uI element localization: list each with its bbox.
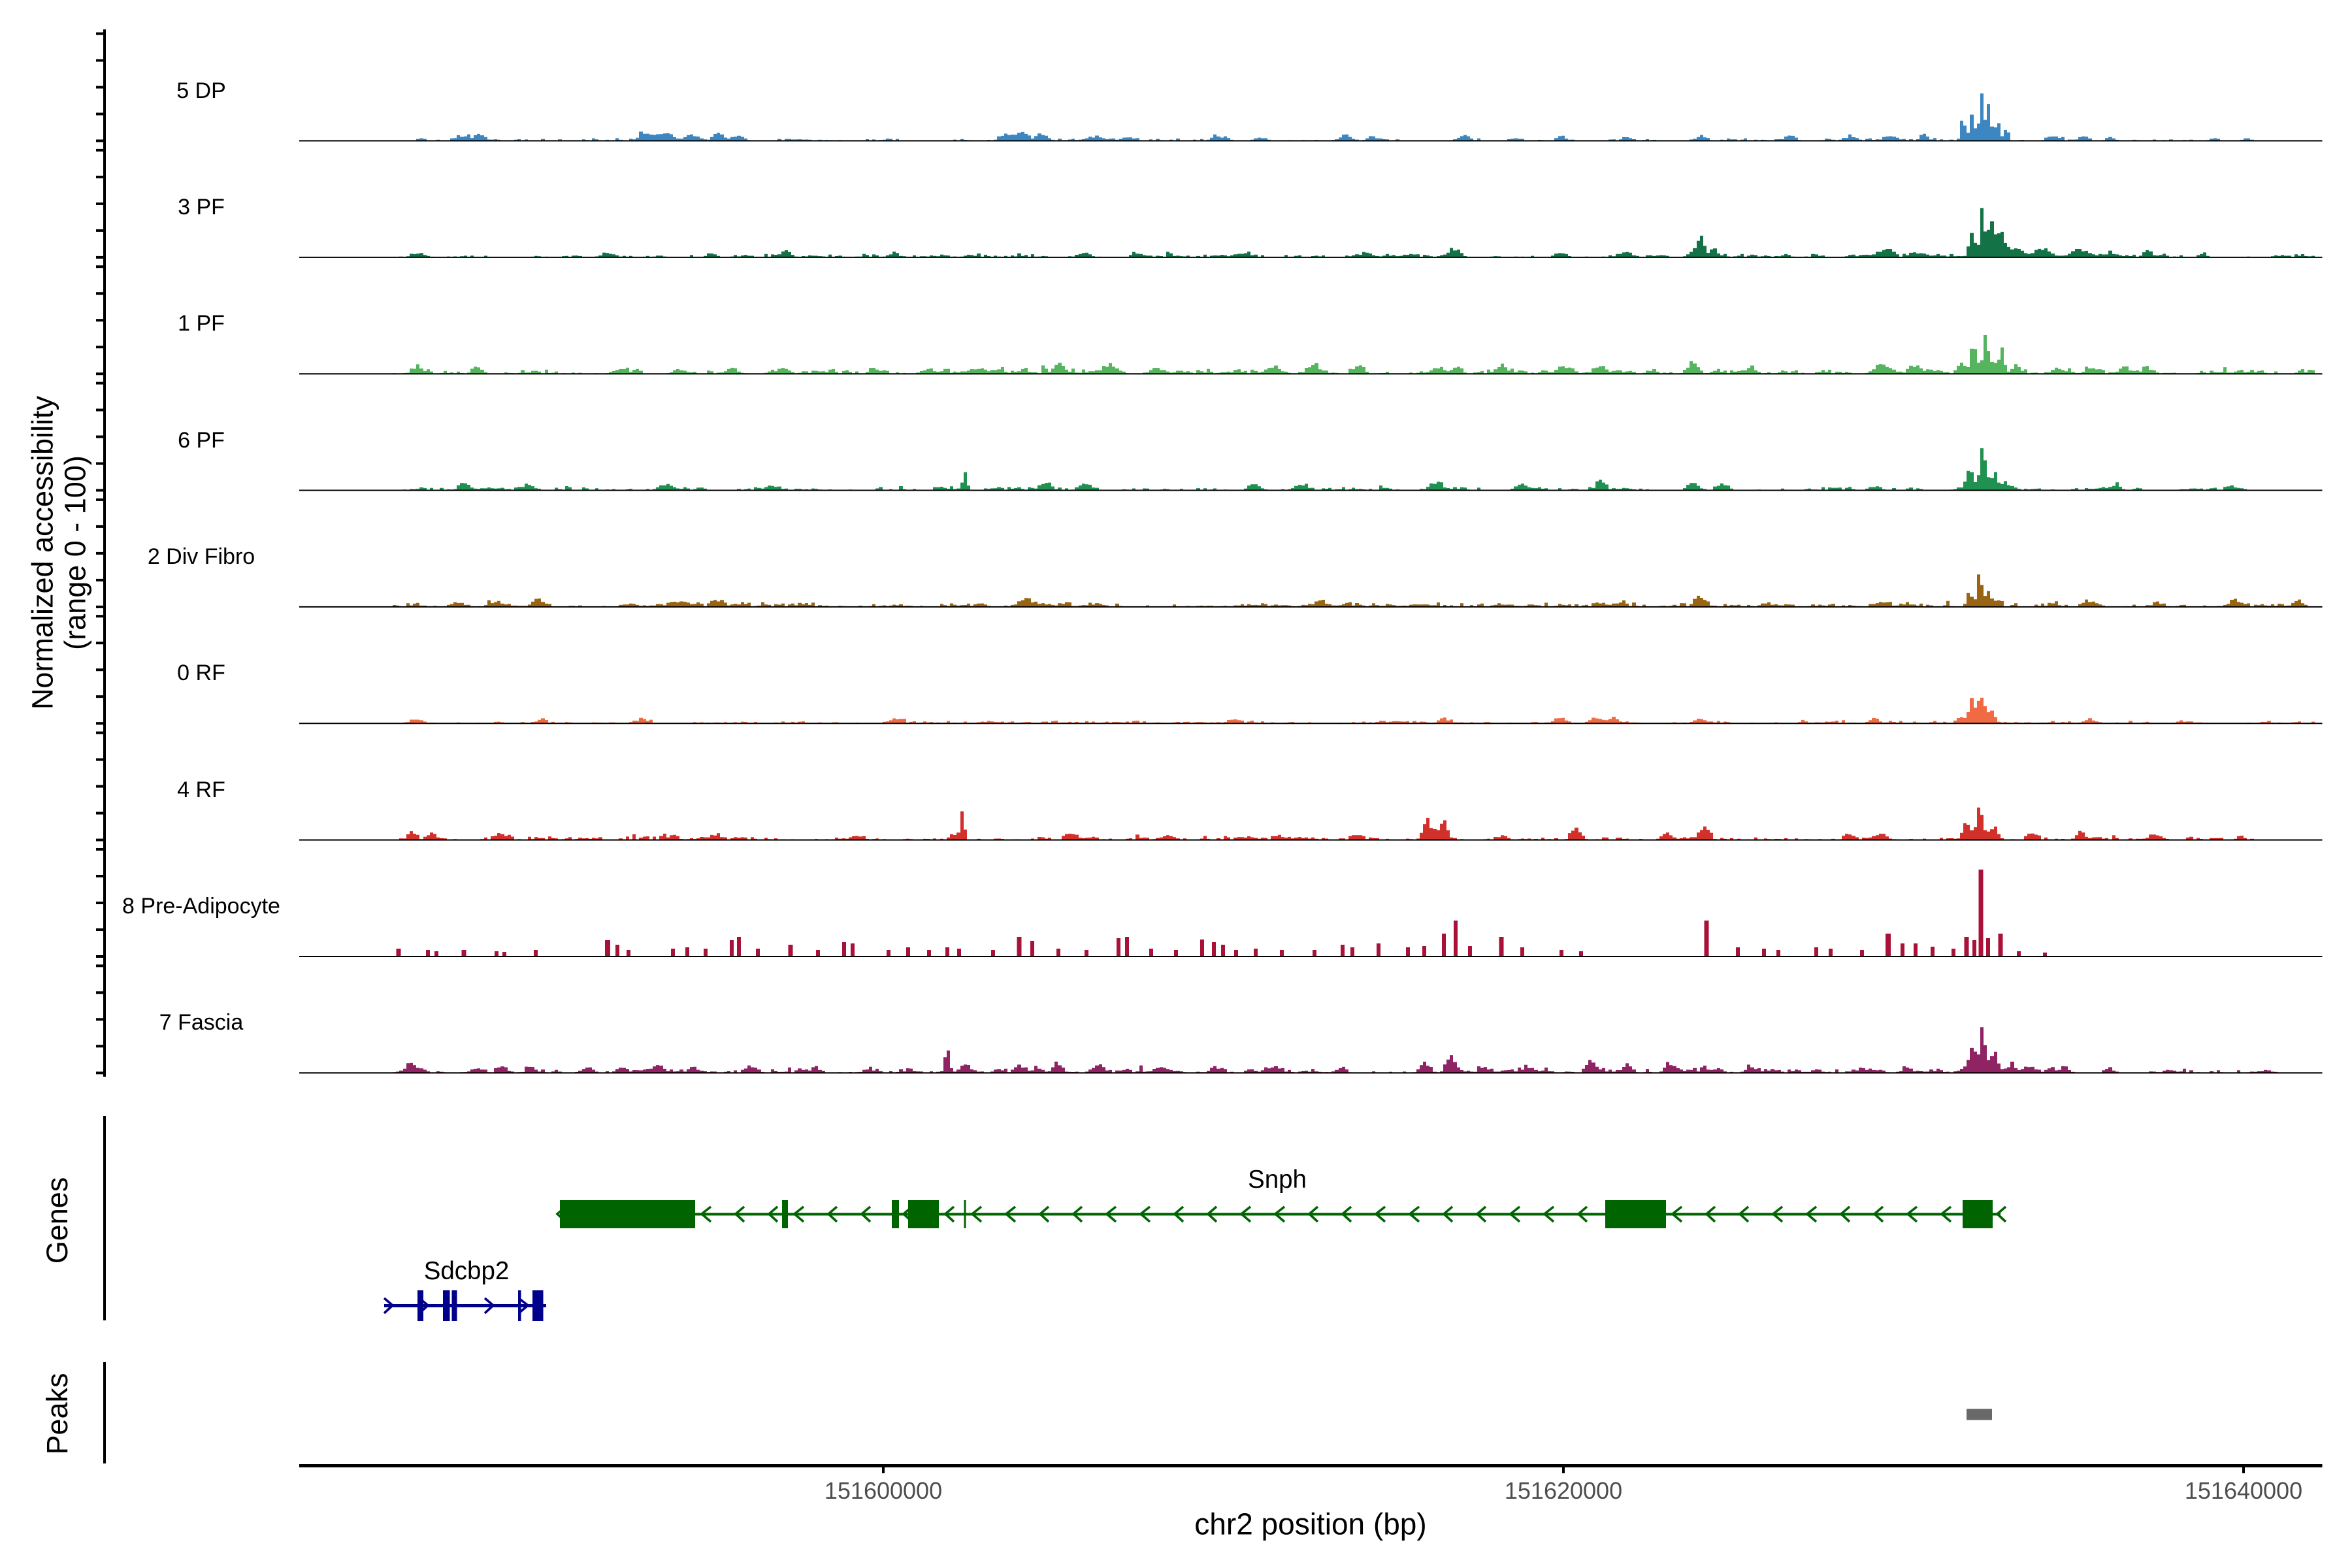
svg-text:0 RF: 0 RF xyxy=(177,661,225,685)
svg-text:1 PF: 1 PF xyxy=(178,311,225,336)
svg-text:7 Fascia: 7 Fascia xyxy=(159,1010,244,1035)
svg-text:4 RF: 4 RF xyxy=(177,777,225,802)
svg-text:151620000: 151620000 xyxy=(1505,1477,1622,1504)
svg-text:3 PF: 3 PF xyxy=(178,195,225,220)
svg-text:Peaks: Peaks xyxy=(41,1373,74,1454)
svg-text:6 PF: 6 PF xyxy=(178,428,225,453)
svg-text:2 Div Fibro: 2 Div Fibro xyxy=(148,544,255,569)
svg-text:chr2 position (bp): chr2 position (bp) xyxy=(1194,1507,1426,1541)
svg-text:8 Pre-Adipocyte: 8 Pre-Adipocyte xyxy=(122,894,280,919)
svg-text:Genes: Genes xyxy=(41,1177,74,1264)
svg-text:(range 0 - 100): (range 0 - 100) xyxy=(59,455,92,650)
svg-text:151600000: 151600000 xyxy=(825,1477,942,1504)
svg-text:Sdcbp2: Sdcbp2 xyxy=(424,1257,510,1285)
svg-text:Snph: Snph xyxy=(1248,1166,1307,1194)
svg-text:Normalized accessibility: Normalized accessibility xyxy=(26,395,59,710)
svg-text:151640000: 151640000 xyxy=(2185,1477,2302,1504)
svg-text:5 DP: 5 DP xyxy=(176,78,226,103)
